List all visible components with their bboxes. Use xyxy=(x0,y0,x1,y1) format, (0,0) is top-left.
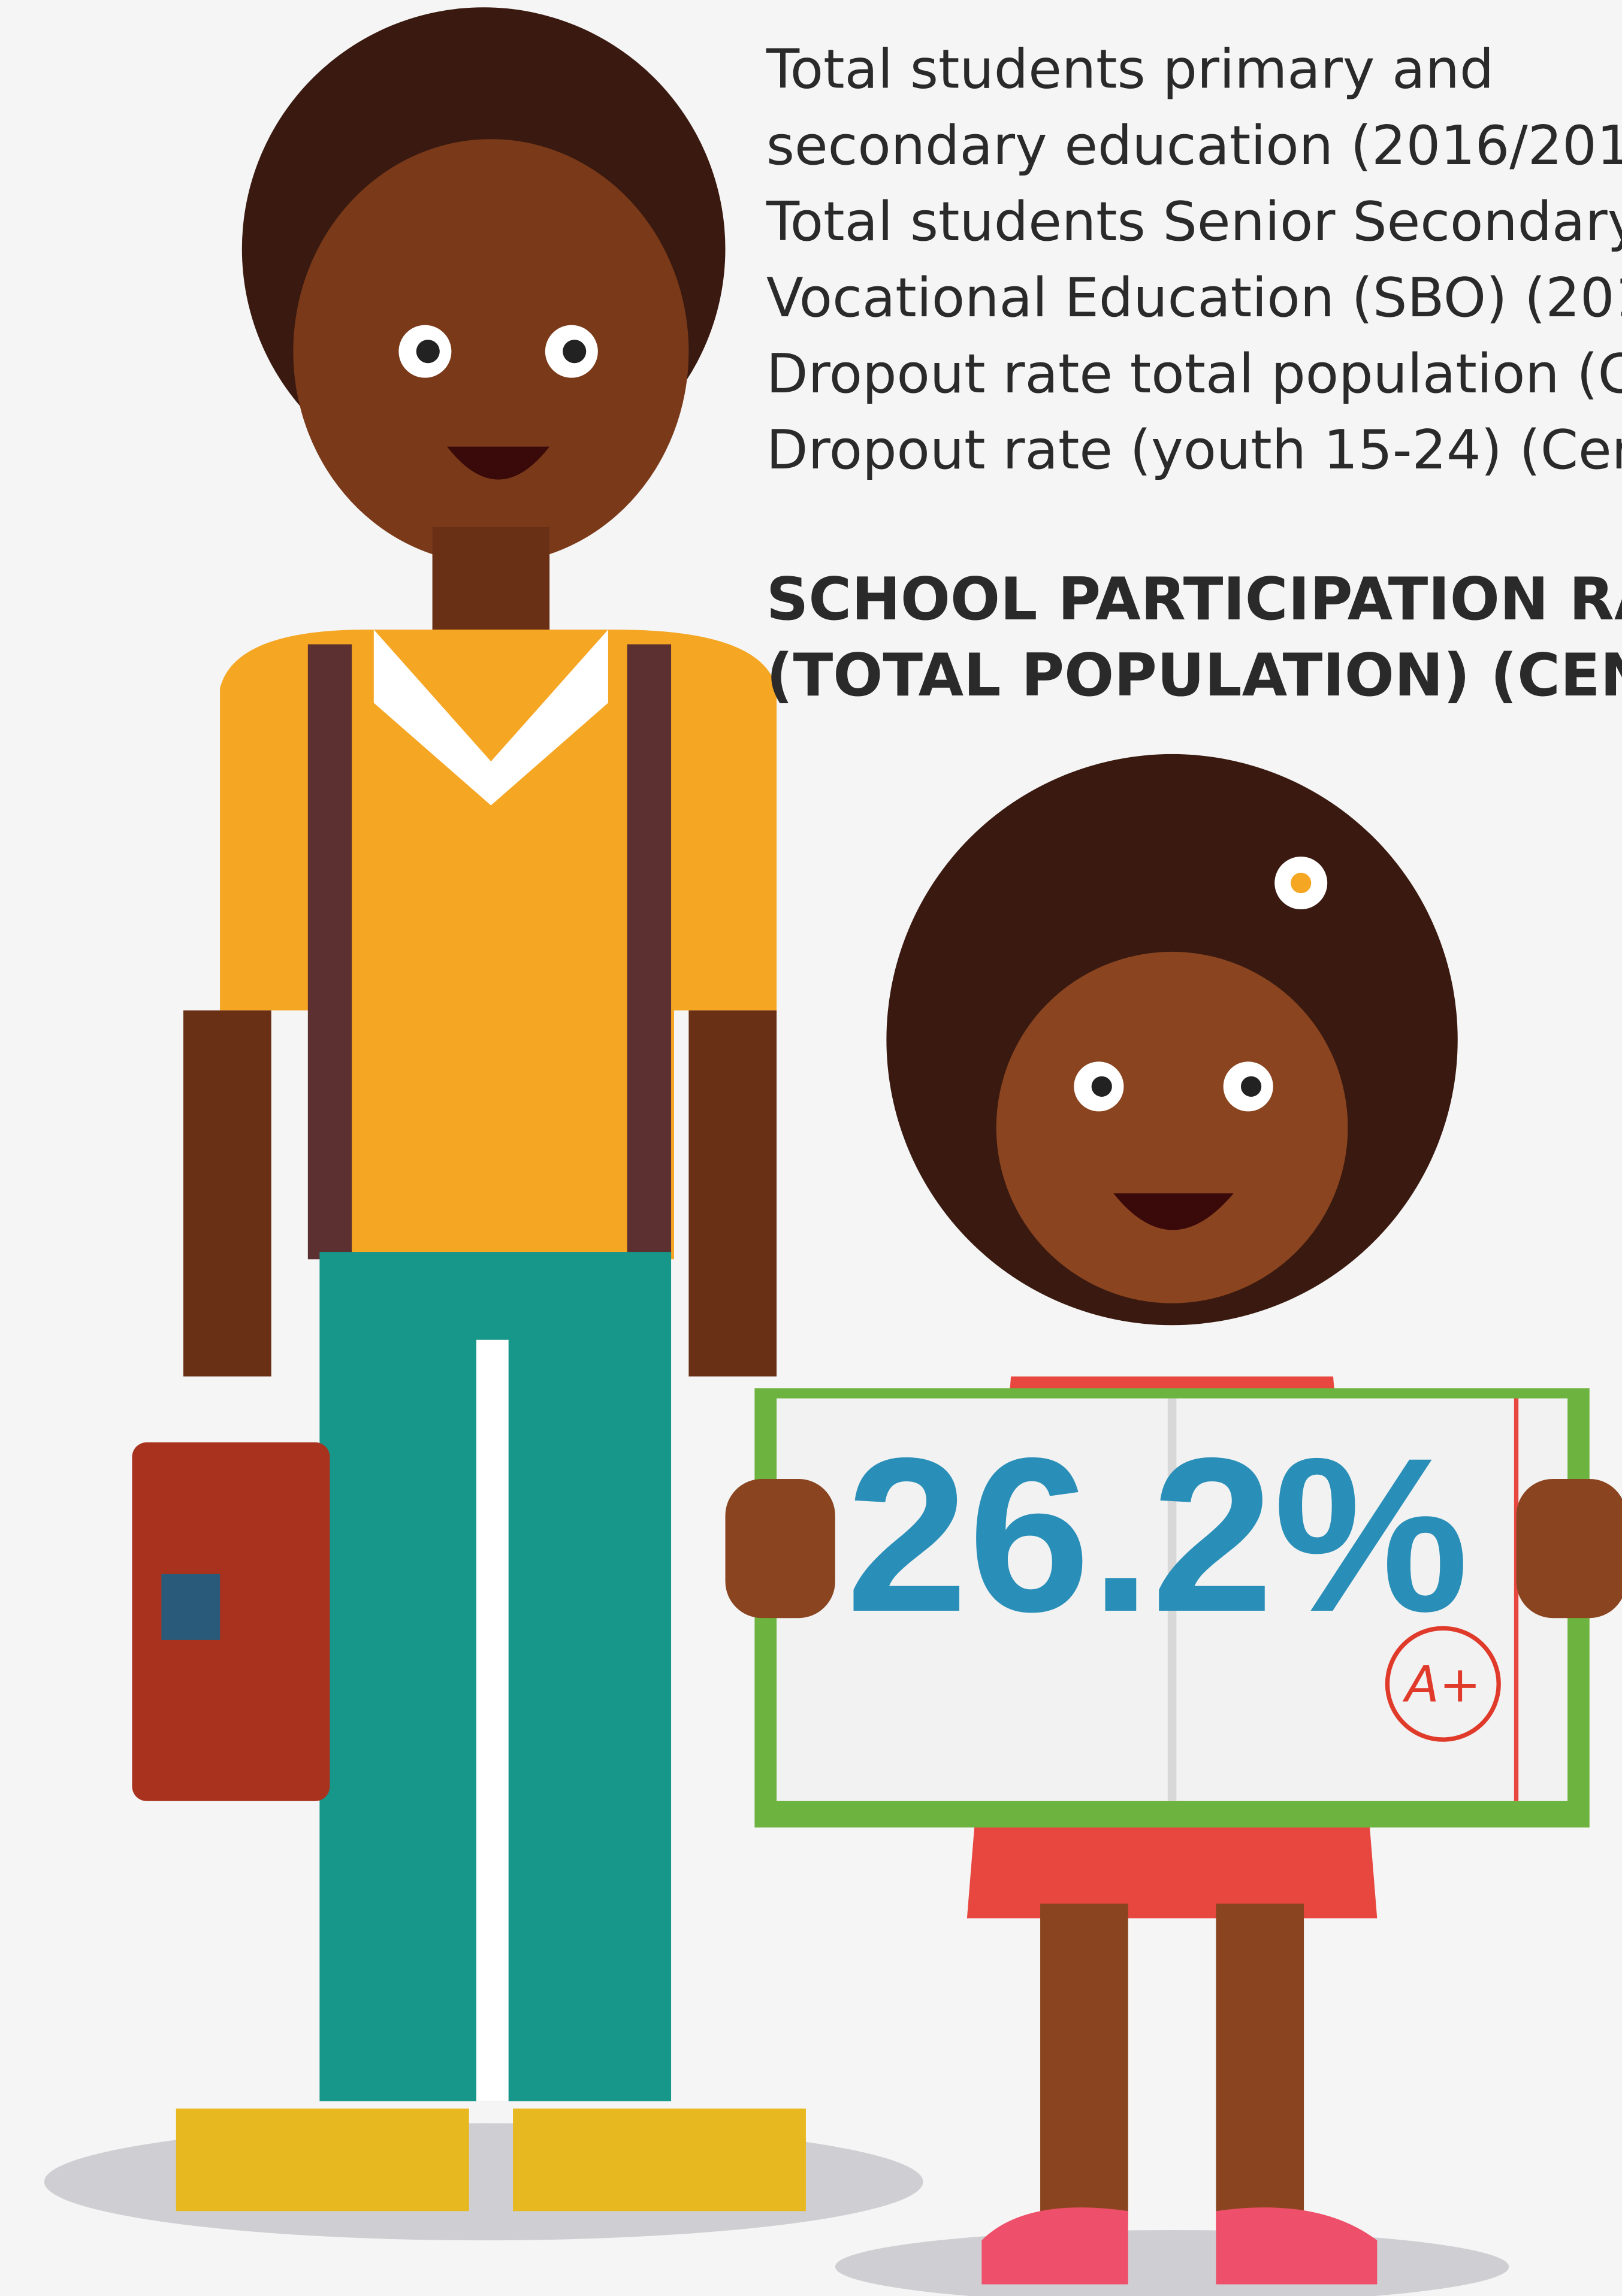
grade-circle xyxy=(1385,1626,1501,1742)
info-text: Total students primary and secondary educ… xyxy=(766,38,1622,482)
info-line: secondary education (2016/2017) xyxy=(766,114,1622,177)
info-line: Dropout rate total population (Ce xyxy=(766,343,1622,406)
hand xyxy=(725,1478,835,1619)
info-line: Dropout rate (youth 15-24) (Censu xyxy=(766,419,1622,482)
hand xyxy=(1516,1478,1622,1619)
info-line: Total students primary and xyxy=(766,38,1494,101)
boy-illustration xyxy=(132,7,806,2212)
info-line: Total students Senior Secondary xyxy=(766,190,1622,253)
participation-rate: 26.2% xyxy=(846,1412,1469,1657)
heading-line: SCHOOL PARTICIPATION RATE xyxy=(766,565,1622,634)
book: 26.2% A+ xyxy=(725,1388,1622,1828)
heading-line: (TOTAL POPULATION) (CENSUS xyxy=(766,642,1622,710)
grade: A+ xyxy=(1402,1656,1481,1714)
info-line: Vocational Education (SBO) (2016 xyxy=(766,267,1622,329)
